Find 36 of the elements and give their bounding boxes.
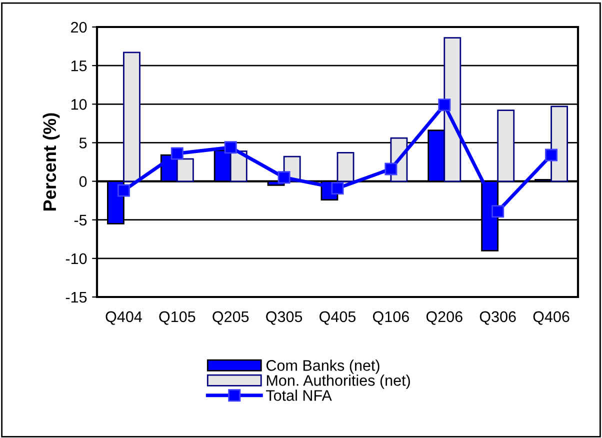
point	[384, 162, 398, 176]
point	[170, 147, 184, 160]
x-tick-label: Q404	[106, 311, 142, 325]
x-tick-label: Q406	[533, 311, 570, 325]
y-tick-label: 15	[71, 60, 87, 72]
x-tick-label: Q405	[320, 311, 356, 325]
point	[224, 141, 237, 154]
point	[117, 184, 130, 197]
point	[331, 182, 344, 194]
bar	[336, 152, 354, 182]
bar	[550, 106, 568, 182]
point	[545, 148, 558, 162]
y-tick-label: -10	[66, 253, 87, 264]
y-tick-label: 0	[79, 176, 87, 187]
legend-label: Mon. Authorities (net)	[266, 374, 410, 389]
point	[438, 98, 451, 112]
y-tick-label: -15	[66, 292, 87, 303]
y-tick-label: -5	[74, 214, 87, 226]
y-axis-title: Percent (%)	[42, 113, 60, 210]
x-tick-label: Q106	[372, 311, 409, 325]
bar	[176, 158, 194, 182]
x-tick-label: Q305	[266, 311, 302, 325]
point	[278, 171, 290, 184]
bar	[497, 110, 515, 182]
bar	[123, 52, 140, 182]
y-tick-label: 10	[71, 99, 87, 110]
x-tick-label: Q206	[426, 311, 462, 325]
legend-label: Total NFA	[266, 390, 332, 401]
x-tick-label: Q205	[212, 311, 249, 325]
bar	[444, 37, 462, 182]
y-tick-label: 5	[79, 138, 87, 148]
x-tick-label: Q306	[480, 311, 516, 325]
x-tick-label: Q105	[159, 311, 196, 325]
y-tick-label: 20	[71, 22, 87, 33]
legend-label: Com Banks (net)	[266, 360, 380, 374]
point	[492, 205, 504, 218]
